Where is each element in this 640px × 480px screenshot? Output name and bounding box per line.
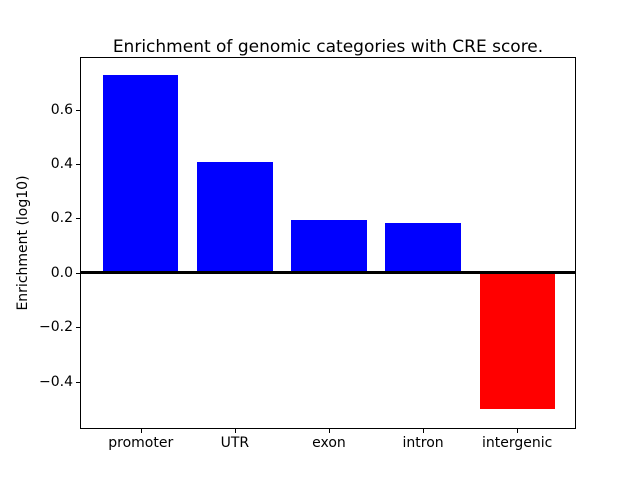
- x-tick-UTR: [234, 429, 236, 433]
- y-tick-0.0: [76, 272, 80, 274]
- y-tick-label-−0.4: −0.4: [39, 373, 73, 390]
- x-tick-label-promoter: promoter: [108, 435, 174, 451]
- x-tick-label-exon: exon: [312, 435, 346, 451]
- bar-exon: [291, 219, 367, 273]
- bar-intergenic: [479, 272, 555, 409]
- x-tick-intergenic: [517, 429, 519, 433]
- x-tick-promoter: [140, 429, 142, 433]
- y-tick-label-−0.2: −0.2: [39, 319, 73, 336]
- y-tick-label-0.0: 0.0: [50, 264, 73, 281]
- bar-intron: [385, 223, 461, 273]
- x-tick-exon: [328, 429, 330, 433]
- y-tick-−0.2: [76, 327, 80, 329]
- y-tick-label-0.4: 0.4: [50, 156, 73, 173]
- y-tick-0.4: [76, 164, 80, 166]
- y-tick-label-0.6: 0.6: [50, 101, 73, 118]
- y-axis-label: Enrichment (log10): [15, 175, 31, 311]
- bar-UTR: [197, 162, 273, 273]
- x-tick-intron: [423, 429, 425, 433]
- x-tick-label-intron: intron: [402, 435, 444, 451]
- chart-title: Enrichment of genomic categories with CR…: [112, 37, 544, 57]
- x-tick-label-UTR: UTR: [220, 435, 250, 451]
- plot-area: promoter UTR exon intron intergenic 0.6 0.4 0.2…: [39, 57, 576, 451]
- x-tick-label-intergenic: intergenic: [482, 435, 553, 451]
- zero-baseline: [81, 271, 575, 275]
- y-tick-−0.4: [76, 381, 80, 383]
- bar-promoter: [103, 74, 179, 273]
- y-tick-0.2: [76, 218, 80, 220]
- y-tick-label-0.2: 0.2: [50, 210, 73, 227]
- y-tick-0.6: [76, 109, 80, 111]
